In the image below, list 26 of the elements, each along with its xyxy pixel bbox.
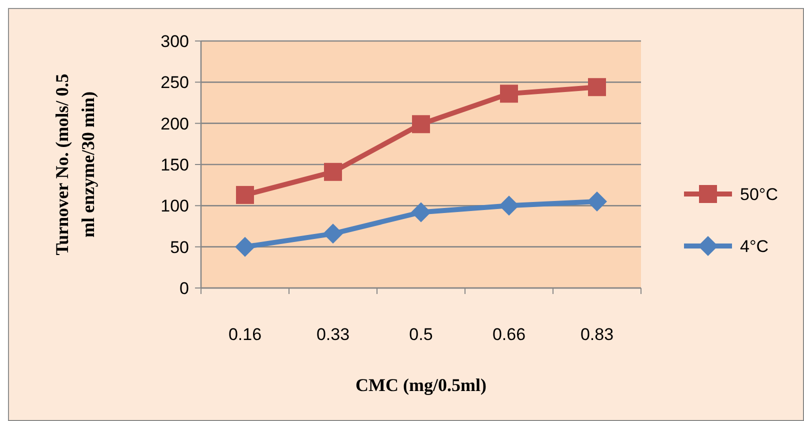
y-tick-label: 150: [160, 155, 189, 174]
y-axis-title: Turnover No. (mols/ 0.5 ml enzyme/30 min): [52, 74, 98, 256]
point: [236, 186, 254, 204]
x-tick-label: 0.83: [580, 325, 614, 344]
point: [499, 196, 519, 216]
y-tick-label: 300: [160, 32, 189, 51]
point: [587, 192, 607, 212]
x-axis-title: CMC (mg/0.5ml): [356, 375, 486, 395]
legend-label: 4°C: [740, 236, 769, 256]
point: [324, 162, 342, 181]
x-tick-label: 0.16: [228, 325, 262, 344]
y-tick-label: 50: [170, 238, 189, 257]
legend-label: 50°C: [740, 184, 778, 204]
y-tick-label: 0: [180, 278, 189, 298]
x-tick-label: 0.66: [492, 325, 526, 344]
x-tick-label: 0.5: [409, 325, 433, 344]
point: [500, 84, 518, 103]
y-tick-label: 100: [160, 196, 189, 216]
y-tick-label: 250: [160, 73, 189, 92]
point: [588, 78, 606, 96]
x-tick-label: 0.33: [316, 325, 350, 344]
point: [235, 236, 255, 257]
y-tick-label: 200: [160, 114, 189, 134]
point: [412, 115, 430, 134]
point: [411, 202, 431, 222]
point: [323, 224, 343, 244]
